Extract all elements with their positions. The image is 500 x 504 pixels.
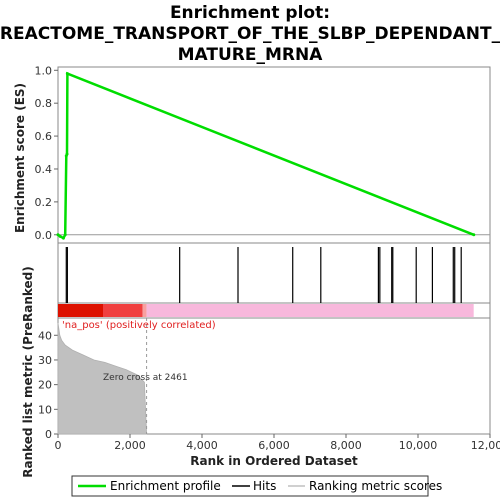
x-tick-label: 10,000 — [399, 439, 438, 452]
x-tick-label: 2,000 — [114, 439, 146, 452]
x-tick-label: 0 — [55, 439, 62, 452]
metric-ytick-label: 40 — [38, 329, 52, 342]
x-tick-label: 6,000 — [258, 439, 290, 452]
es-ytick-label: 0.6 — [35, 130, 53, 143]
legend-label-hits: Hits — [253, 479, 276, 493]
es-ytick-label: 0.0 — [35, 229, 53, 242]
x-axis-label: Rank in Ordered Dataset — [190, 454, 358, 468]
es-ytick-label: 1.0 — [35, 64, 53, 77]
es-ytick-label: 0.4 — [35, 163, 53, 176]
chart-title-line-3: MATURE_MRNA — [178, 45, 324, 65]
rank-bar — [58, 304, 489, 317]
chart-title-line-1: Enrichment plot: — [170, 3, 330, 23]
enrichment-profile-point — [59, 235, 62, 238]
enrichment-profile-point — [472, 233, 475, 236]
es-ylabel: Enrichment score (ES) — [13, 83, 27, 233]
x-tick-label: 12,000 — [471, 439, 500, 452]
chart-title-line-2: REACTOME_TRANSPORT_OF_THE_SLBP_DEPENDANT… — [0, 24, 500, 44]
enrichment-profile-point — [62, 237, 65, 240]
enrichment-profile-point — [66, 72, 69, 75]
positive-correlated-label: 'na_pos' (positively correlated) — [62, 320, 216, 331]
rank-bar-segment — [147, 304, 474, 317]
legend-label-metric: Ranking metric scores — [309, 479, 442, 493]
es-ytick-label: 0.2 — [35, 196, 53, 209]
x-tick-label: 8,000 — [330, 439, 362, 452]
rank-bar-segment — [58, 304, 103, 317]
metric-ytick-label: 30 — [38, 354, 52, 367]
legend-label-enrichment: Enrichment profile — [110, 479, 221, 493]
enrichment-profile-point — [66, 153, 69, 156]
enrichment-profile-point — [64, 233, 67, 236]
zero-cross-label: Zero cross at 2461 — [103, 373, 188, 383]
hits-panel-frame — [58, 243, 490, 303]
x-tick-label: 4,000 — [186, 439, 218, 452]
metric-ytick-label: 10 — [38, 403, 52, 416]
es-ytick-label: 0.8 — [35, 97, 53, 110]
metric-ylabel: Ranked list metric (PreRanked) — [21, 266, 35, 478]
rank-bar-segment — [103, 304, 143, 317]
rank-bar-segment — [143, 304, 147, 317]
metric-ytick-label: 20 — [38, 379, 52, 392]
metric-ytick-label: 0 — [45, 428, 52, 441]
x-axis: 0 2,000 4,000 6,000 8,000 10,000 12,000 — [55, 434, 500, 452]
rank-bar-tail — [474, 304, 489, 317]
